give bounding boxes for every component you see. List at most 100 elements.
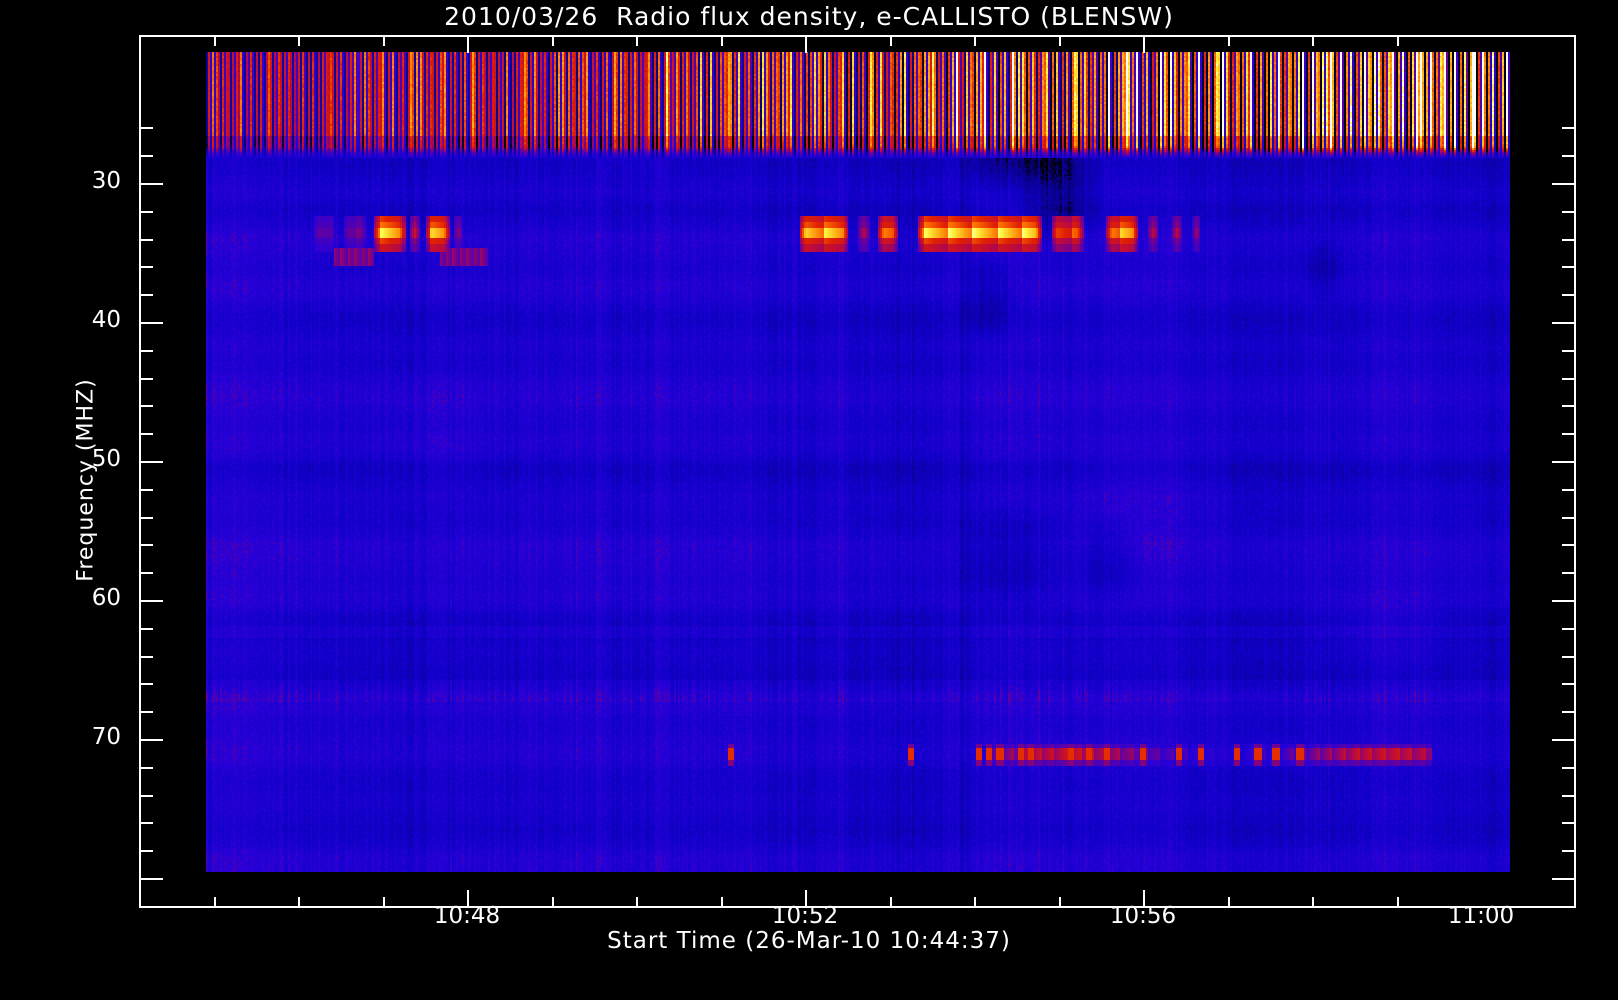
tick-mark [1562,572,1576,575]
tick-mark [139,822,153,825]
tick-mark [139,600,163,602]
tick-mark [139,850,153,853]
tick-mark [1562,405,1576,408]
tick-mark [720,35,723,46]
tick-mark [139,711,153,714]
tick-mark [139,739,163,741]
tick-mark [1312,897,1314,908]
tick-mark [805,890,807,908]
y-tick-label: 60 [91,585,121,611]
tick-mark [1227,897,1230,908]
tick-mark [139,878,163,880]
tick-mark [1143,890,1145,908]
tick-mark [1562,794,1576,797]
tick-mark [1562,377,1576,380]
tick-mark [1227,35,1230,46]
tick-mark [1562,155,1576,158]
tick-mark [139,155,153,158]
spectrogram-image [206,52,1510,872]
tick-mark [1562,655,1576,658]
tick-mark [1562,544,1576,547]
tick-mark [1562,294,1576,297]
tick-mark [139,544,153,547]
tick-mark [139,766,153,769]
tick-mark [382,35,385,46]
tick-mark [1562,516,1576,519]
tick-mark [889,35,892,46]
tick-mark [805,35,807,53]
tick-mark [1562,349,1576,352]
tick-mark [467,890,469,908]
tick-mark [139,405,153,408]
plot-frame [139,35,1576,908]
tick-mark [213,35,216,46]
tick-mark [1396,35,1399,46]
tick-mark [139,794,153,797]
tick-mark [139,433,153,436]
tick-mark [139,377,153,380]
tick-mark [298,897,300,908]
tick-mark [1562,433,1576,436]
tick-mark [213,897,216,908]
tick-mark [139,488,153,491]
tick-mark [139,294,153,297]
tick-mark [139,516,153,519]
tick-mark [974,897,976,908]
tick-mark [139,627,153,630]
tick-mark [1562,711,1576,714]
tick-mark [1562,627,1576,630]
tick-mark [551,35,554,46]
tick-mark [1552,322,1576,324]
tick-mark [139,322,163,324]
tick-mark [1058,35,1061,46]
y-tick-label: 30 [91,168,121,194]
tick-mark [139,349,153,352]
tick-mark [139,572,153,575]
tick-mark [1552,739,1576,741]
y-tick-label: 40 [91,307,121,333]
tick-mark [298,35,300,46]
y-tick-label: 50 [91,446,121,472]
x-tick-label: 10:52 [771,903,839,929]
tick-mark [1562,210,1576,213]
tick-mark [1396,897,1399,908]
tick-mark [1562,127,1576,130]
y-tick-label: 70 [91,724,121,750]
x-tick-label: 10:56 [1109,903,1177,929]
tick-mark [889,897,892,908]
tick-mark [636,897,638,908]
tick-mark [1562,766,1576,769]
tick-mark [139,127,153,130]
tick-mark [139,655,153,658]
tick-mark [139,461,163,463]
y-axis-label: Frequency (MHZ) [73,378,99,582]
tick-mark [551,897,554,908]
tick-mark [720,897,723,908]
tick-mark [974,35,976,46]
tick-mark [1143,35,1145,53]
tick-mark [1562,266,1576,269]
tick-mark [139,683,153,686]
tick-mark [1552,878,1576,880]
x-axis-label: Start Time (26-Mar-10 10:44:37) [607,928,1011,954]
tick-mark [1552,461,1576,463]
chart-title: 2010/03/26 Radio flux density, e-CALLIST… [444,2,1174,31]
tick-mark [636,35,638,46]
tick-mark [1552,600,1576,602]
tick-mark [1312,35,1314,46]
x-tick-label: 11:00 [1447,903,1515,929]
tick-mark [1562,850,1576,853]
tick-mark [1552,183,1576,185]
tick-mark [467,35,469,53]
tick-mark [1562,683,1576,686]
tick-mark [139,210,153,213]
tick-mark [1058,897,1061,908]
x-tick-label: 10:48 [433,903,501,929]
tick-mark [1562,822,1576,825]
tick-mark [1562,488,1576,491]
tick-mark [382,897,385,908]
spectrogram-canvas [206,52,1510,872]
tick-mark [139,238,153,241]
tick-mark [1562,238,1576,241]
